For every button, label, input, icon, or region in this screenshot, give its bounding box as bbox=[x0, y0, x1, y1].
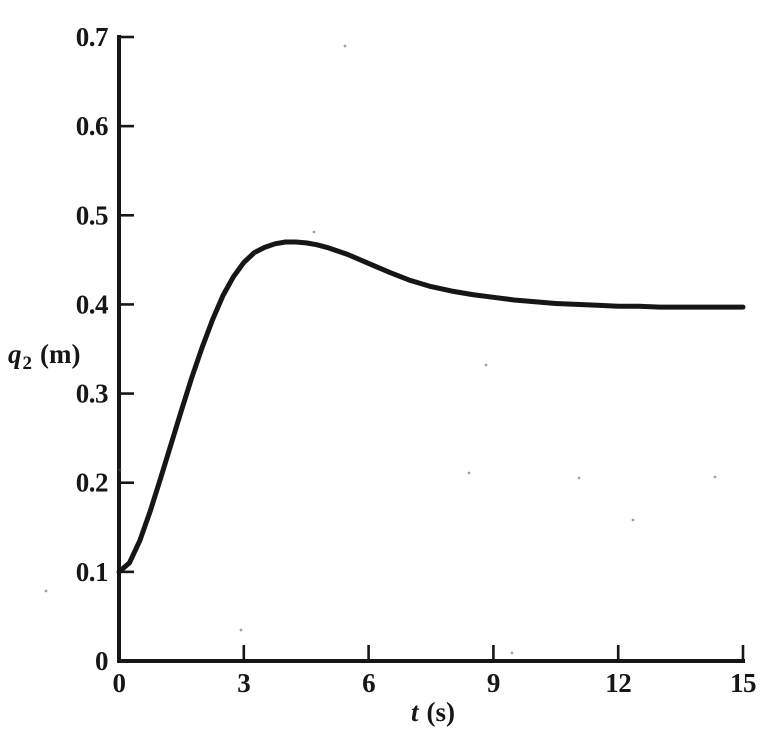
y-axis-unit: (m) bbox=[40, 339, 81, 369]
y-tick-label: 0.6 bbox=[76, 111, 108, 141]
scan-speck bbox=[239, 628, 243, 632]
y-tick-label: 0.3 bbox=[76, 379, 108, 409]
y-axis-variable-subscript: 2 bbox=[22, 353, 33, 374]
y-tick-label: 0.7 bbox=[76, 22, 108, 52]
x-tick-label: 6 bbox=[362, 668, 375, 698]
scan-speck bbox=[343, 44, 347, 48]
x-axis-variable: t bbox=[411, 697, 419, 727]
scan-speck bbox=[631, 518, 635, 522]
x-tick-label: 0 bbox=[113, 668, 126, 698]
x-tick-label: 3 bbox=[237, 668, 250, 698]
x-tick-label: 15 bbox=[730, 668, 756, 698]
scan-speck bbox=[44, 589, 48, 593]
y-tick-label: 0 bbox=[95, 646, 108, 676]
scan-speck bbox=[713, 475, 717, 479]
scan-speck bbox=[312, 230, 316, 234]
y-tick-label: 0.4 bbox=[76, 289, 108, 319]
scan-speck bbox=[510, 651, 514, 655]
x-tick-label: 12 bbox=[605, 668, 631, 698]
y-axis-variable: q bbox=[8, 339, 22, 369]
y-tick-label: 0.2 bbox=[76, 468, 108, 498]
scan-speck bbox=[467, 471, 471, 475]
x-axis-label: t (s) bbox=[411, 699, 455, 726]
scan-speck bbox=[577, 476, 581, 480]
y-tick-label: 0.1 bbox=[76, 557, 108, 587]
y-axis-label: q2 (m) bbox=[8, 339, 81, 374]
scan-speck bbox=[118, 468, 122, 472]
x-axis-unit: (s) bbox=[426, 697, 456, 727]
x-tick-label: 9 bbox=[487, 668, 500, 698]
response-curve bbox=[116, 239, 746, 575]
y-tick-label: 0.5 bbox=[76, 200, 108, 230]
scan-speck bbox=[484, 363, 488, 367]
